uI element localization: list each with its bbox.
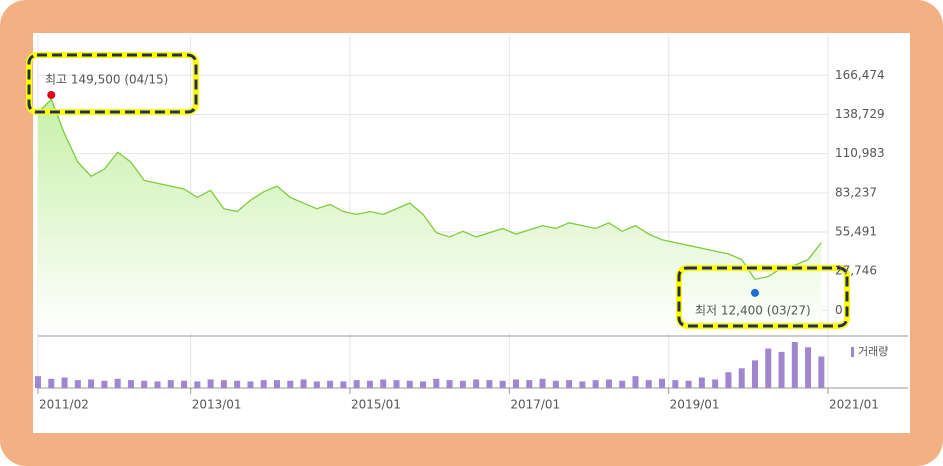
y-tick-label: 110,983 <box>835 146 885 160</box>
volume-bar <box>393 380 400 388</box>
volume-bar <box>406 380 413 388</box>
volume-bar <box>88 379 95 388</box>
volume-bar <box>592 380 599 388</box>
y-tick-label: 0 <box>835 303 843 317</box>
volume-legend: 거래량 <box>858 345 888 358</box>
plot <box>37 35 829 388</box>
volume-bar <box>499 380 506 388</box>
volume-bar <box>433 378 440 388</box>
volume-bar <box>659 378 666 388</box>
volume-bar <box>751 360 758 388</box>
volume-bar <box>619 380 626 388</box>
volume-bar <box>127 380 134 388</box>
volume-bar <box>486 380 493 388</box>
area-fill <box>38 99 822 333</box>
volume-bar <box>685 380 692 388</box>
volume-bar <box>154 381 161 388</box>
volume-bar <box>632 376 639 388</box>
volume-bar <box>353 380 360 388</box>
volume-bar <box>207 379 214 388</box>
highlight-box <box>27 53 198 114</box>
volume-bar <box>566 380 573 388</box>
x-tick-label: 2013/01 <box>192 398 242 412</box>
volume-bar <box>234 380 241 388</box>
x-tick-label: 2015/01 <box>351 398 401 412</box>
volume-bar <box>181 380 188 388</box>
high-marker <box>47 91 56 99</box>
low-label: 최저 12,400 (03/27) <box>695 304 811 318</box>
volume-bar <box>446 380 453 388</box>
volume-bar <box>526 380 533 388</box>
volume-bar <box>738 368 745 388</box>
volume-bar <box>698 377 705 388</box>
volume-bar <box>725 372 732 388</box>
volume-bar <box>712 379 719 388</box>
high-label: 최고 149,500 (04/15) <box>45 73 168 87</box>
volume-bar <box>579 381 586 388</box>
volume-bar <box>313 381 320 388</box>
volume-bar <box>765 348 772 388</box>
volume-bar <box>220 380 227 388</box>
volume-legend-swatch <box>851 347 854 357</box>
volume-bar <box>420 381 427 388</box>
y-tick-label: 27,746 <box>835 264 877 278</box>
volume-bar <box>672 380 679 388</box>
x-tick-label: 2017/01 <box>510 398 560 412</box>
volume-bar <box>380 379 387 388</box>
volume-bar <box>473 379 480 388</box>
volume-bar <box>300 379 307 388</box>
x-tick-label: 2019/01 <box>670 398 720 412</box>
volume-bar <box>48 378 55 388</box>
volume-bar <box>167 380 174 388</box>
volume-bar <box>101 380 108 388</box>
volume-bar <box>539 378 546 388</box>
x-tick-label: 2021/01 <box>829 398 879 412</box>
x-tick-label: 2011/02 <box>39 398 89 412</box>
volume-bar <box>74 380 81 388</box>
volume-bar <box>645 380 652 388</box>
volume-bar <box>247 381 254 388</box>
volume-bar <box>260 380 267 388</box>
volume-bar <box>61 377 68 388</box>
volume-bar <box>141 380 148 388</box>
volume-bar <box>605 379 612 388</box>
volume-bar <box>35 376 41 388</box>
volume-bar <box>791 342 798 388</box>
volume-bar <box>194 381 201 388</box>
volume-bar <box>805 347 812 388</box>
volume-bar <box>340 381 347 388</box>
volume-bar <box>273 380 280 388</box>
volume-bar <box>287 380 294 388</box>
volume-bar <box>366 380 373 388</box>
volume-bar <box>818 356 825 388</box>
volume-bar <box>459 380 466 388</box>
volume-bar <box>114 378 121 388</box>
volume-bar <box>327 380 334 388</box>
highlight-box <box>677 266 849 328</box>
low-marker <box>750 288 759 297</box>
volume-bar <box>512 379 519 388</box>
y-tick-label: 138,729 <box>835 107 885 121</box>
y-tick-label: 83,237 <box>835 185 877 199</box>
volume-bar <box>552 380 559 388</box>
price-line <box>37 98 822 281</box>
y-tick-label: 166,474 <box>835 68 885 82</box>
y-tick-label: 55,491 <box>835 225 877 239</box>
volume-bar <box>778 351 785 388</box>
